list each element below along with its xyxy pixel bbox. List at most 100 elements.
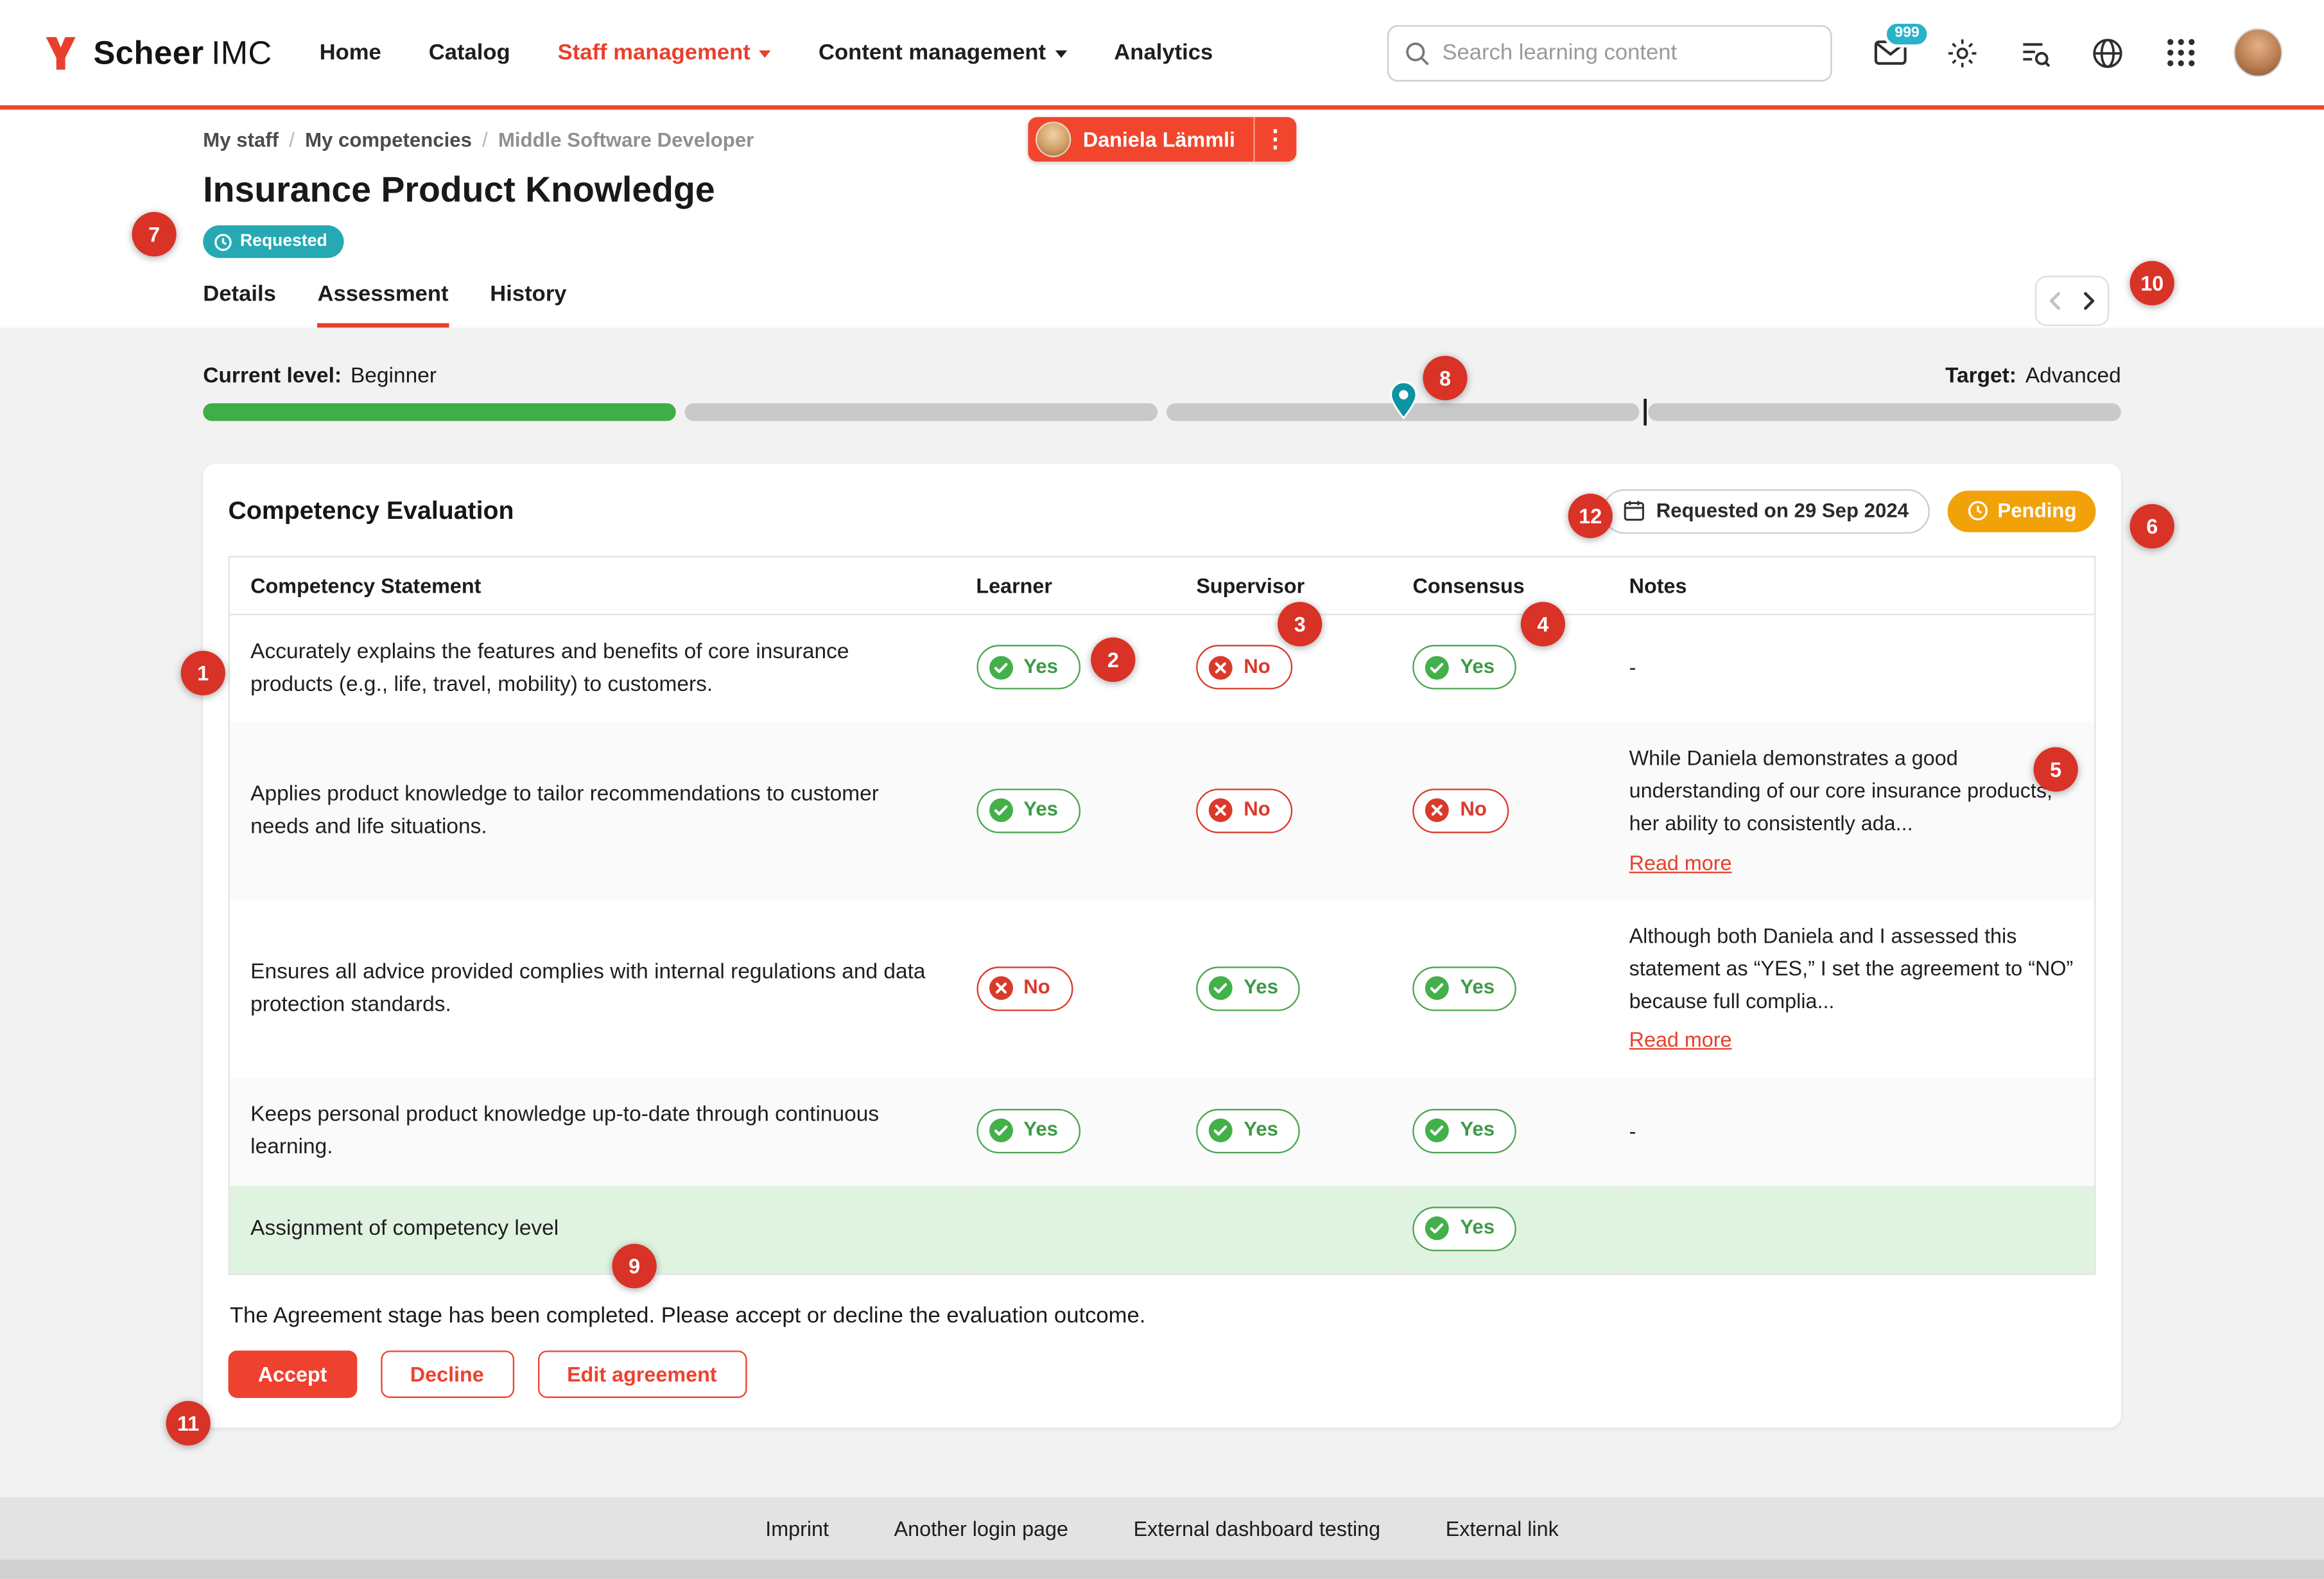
table-row: Assignment of competency level Yes (229, 1185, 2095, 1274)
requested-status-badge: Requested (203, 225, 344, 258)
learner-no-pill: No (976, 966, 1073, 1011)
user-avatar[interactable] (2233, 28, 2283, 78)
footer: Imprint Another login page External dashbo… (0, 1497, 2324, 1560)
level-row: Current level: Beginner Target: Advanced (203, 364, 2120, 388)
agreement-message: The Agreement stage has been completed. … (229, 1302, 1146, 1329)
consensus-cell: Yes (1401, 1077, 1618, 1186)
competency-evaluation-card: Competency Evaluation Requested on 29 Se… (203, 463, 2121, 1427)
target-level: Target: Advanced (1945, 363, 2121, 388)
page-title: Insurance Product Knowledge (203, 170, 715, 211)
main-nav: Home Catalog Staff management Content manag… (320, 40, 1213, 65)
next-button[interactable] (2076, 289, 2100, 313)
learner-cell (964, 1185, 1184, 1274)
competency-statement: Assignment of competency level (229, 1185, 964, 1274)
pending-status-badge: Pending (1947, 490, 2096, 532)
column-header-notes: Notes (1617, 555, 2095, 615)
learner-cell: Yes (964, 722, 1184, 900)
staff-name: Daniela Lämmli (1082, 127, 1235, 152)
supervisor-no-pill: No (1196, 645, 1293, 690)
brand-name: Scheer IMC (93, 33, 272, 71)
footer-link-external-link[interactable]: External link (1445, 1516, 1559, 1540)
column-header-consensus: Consensus (1401, 555, 1618, 615)
current-level: Current level: Beginner (203, 363, 437, 388)
breadcrumb: My staff / My competencies / Middle Software… (203, 129, 2120, 152)
notes-text: - (1629, 1119, 1636, 1142)
level-progress-bar (203, 380, 2121, 425)
learner-cell: No (964, 900, 1184, 1077)
breadcrumb-separator: / (482, 128, 488, 152)
card-header: Competency Evaluation Requested on 29 Se… (229, 488, 2096, 533)
chevron-down-icon (1054, 50, 1067, 58)
report-search-icon[interactable] (2016, 33, 2054, 72)
notes-cell: - (1617, 1077, 2095, 1186)
main-content: Current level: Beginner Target: Advanced C… (0, 327, 2324, 1497)
notes-cell: While Daniela demonstrates a good unders… (1617, 722, 2095, 900)
progress-segment-1 (203, 402, 676, 421)
staff-avatar (1035, 121, 1071, 157)
supervisor-yes-pill: Yes (1196, 1108, 1301, 1153)
supervisor-cell: Yes (1184, 1077, 1401, 1186)
supervisor-no-pill: No (1196, 788, 1293, 833)
nav-item-home[interactable]: Home (319, 40, 381, 65)
kebab-menu-icon[interactable]: ⋮ (1263, 127, 1287, 153)
column-header-learner: Learner (964, 555, 1184, 615)
table-row: Keeps personal product knowledge up-to-d… (229, 1077, 2095, 1186)
consensus-yes-pill: Yes (1412, 645, 1517, 690)
apps-grid-icon[interactable] (2161, 33, 2199, 72)
decline-button[interactable]: Decline (380, 1350, 514, 1398)
evaluation-table: Competency Statement Learner Supervisor Con… (228, 555, 2096, 1275)
requested-level-pin-icon (1389, 380, 1418, 419)
nav-item-content-management[interactable]: Content management (819, 40, 1067, 65)
target-level-tick (1643, 397, 1647, 425)
column-header-supervisor: Supervisor (1184, 555, 1401, 615)
table-row: Ensures all advice provided complies wit… (229, 900, 2095, 1077)
footer-link-external-dashboard-testing[interactable]: External dashboard testing (1133, 1516, 1381, 1540)
nav-item-analytics[interactable]: Analytics (1114, 40, 1213, 65)
consensus-cell: Yes (1401, 900, 1617, 1077)
tab-assessment[interactable]: Assessment (317, 281, 449, 327)
tab-bar: Details Assessment History (203, 281, 2120, 327)
consensus-yes-pill: Yes (1412, 966, 1517, 1011)
read-more-link[interactable]: Read more (1629, 850, 1732, 874)
read-more-link[interactable]: Read more (1629, 1027, 1732, 1052)
breadcrumb-item-my-staff[interactable]: My staff (203, 128, 279, 152)
edit-agreement-button[interactable]: Edit agreement (537, 1350, 747, 1398)
tab-details[interactable]: Details (203, 281, 276, 306)
notes-text: While Daniela demonstrates a good unders… (1629, 746, 2053, 835)
scheer-logo-icon (42, 33, 80, 72)
learner-yes-pill: Yes (976, 788, 1080, 833)
staff-member-pill[interactable]: Daniela Lämmli ⋮ (1028, 117, 1296, 162)
evaluation-table-body: Accurately explains the features and ben… (229, 614, 2095, 1274)
notes-cell: - (1617, 614, 2095, 723)
consensus-no-pill: No (1412, 788, 1509, 833)
competency-statement: Ensures all advice provided complies wit… (250, 960, 926, 1017)
requested-date-chip: Requested on 29 Sep 2024 (1602, 488, 1930, 533)
prev-button[interactable] (2044, 289, 2068, 313)
column-header-competency-statement: Competency Statement (229, 555, 964, 615)
tab-history[interactable]: History (490, 281, 567, 306)
learner-cell: Yes (964, 614, 1184, 723)
nav-item-staff-management[interactable]: Staff management (558, 40, 772, 65)
navbar-icons: 999 (1871, 20, 2283, 78)
gear-icon[interactable] (1943, 33, 1982, 72)
supervisor-cell (1184, 1185, 1401, 1274)
mail-badge: 999 (1884, 20, 1930, 47)
footer-link-another-login-page[interactable]: Another login page (894, 1516, 1068, 1540)
breadcrumb-item-my-competencies[interactable]: My competencies (305, 128, 472, 152)
notes-cell (1617, 1185, 2095, 1274)
footer-link-imprint[interactable]: Imprint (765, 1516, 829, 1540)
globe-icon[interactable] (2088, 33, 2127, 72)
consensus-cell: Yes (1401, 614, 1617, 723)
supervisor-cell: No (1184, 722, 1401, 900)
learner-yes-pill: Yes (976, 1108, 1080, 1153)
mail-icon[interactable]: 999 (1871, 20, 1930, 72)
brand-logo[interactable]: Scheer IMC (42, 33, 272, 72)
history-clock-icon (214, 233, 232, 250)
search-input[interactable] (1387, 24, 1832, 81)
nav-item-catalog[interactable]: Catalog (428, 40, 510, 65)
competency-statement: Keeps personal product knowledge up-to-d… (229, 1077, 964, 1186)
accept-button[interactable]: Accept (228, 1350, 357, 1398)
search-box (1387, 24, 1832, 81)
learner-yes-pill: Yes (976, 645, 1080, 690)
